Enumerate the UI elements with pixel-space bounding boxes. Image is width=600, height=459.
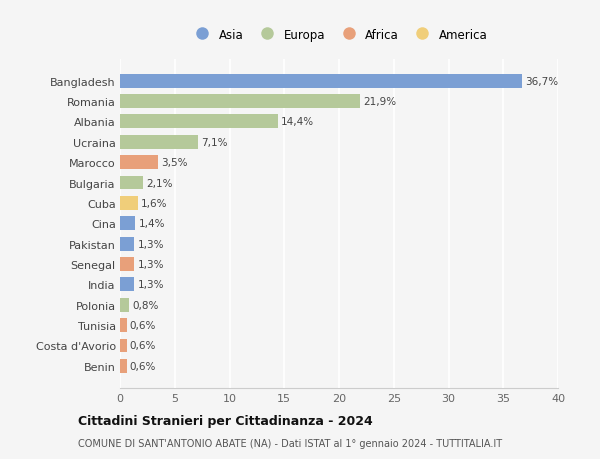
Bar <box>120 359 127 373</box>
Text: 1,3%: 1,3% <box>137 239 164 249</box>
Bar <box>120 156 158 170</box>
Text: 1,4%: 1,4% <box>139 219 165 229</box>
Text: 1,3%: 1,3% <box>137 259 164 269</box>
Legend: Asia, Europa, Africa, America: Asia, Europa, Africa, America <box>188 26 490 44</box>
Text: 36,7%: 36,7% <box>525 77 558 86</box>
Bar <box>120 278 134 291</box>
Bar <box>120 95 360 109</box>
Text: 1,3%: 1,3% <box>137 280 164 290</box>
Bar <box>120 196 137 210</box>
Text: 21,9%: 21,9% <box>363 97 396 107</box>
Text: 1,6%: 1,6% <box>141 198 167 208</box>
Bar <box>120 176 143 190</box>
Bar <box>120 298 129 312</box>
Text: 0,6%: 0,6% <box>130 361 156 371</box>
Text: 2,1%: 2,1% <box>146 178 173 188</box>
Text: COMUNE DI SANT'ANTONIO ABATE (NA) - Dati ISTAT al 1° gennaio 2024 - TUTTITALIA.I: COMUNE DI SANT'ANTONIO ABATE (NA) - Dati… <box>78 438 502 448</box>
Bar <box>120 74 522 89</box>
Bar <box>120 237 134 251</box>
Text: 0,6%: 0,6% <box>130 341 156 351</box>
Bar <box>120 115 278 129</box>
Text: 7,1%: 7,1% <box>201 138 227 147</box>
Text: 14,4%: 14,4% <box>281 117 314 127</box>
Bar <box>120 257 134 271</box>
Text: 0,6%: 0,6% <box>130 320 156 330</box>
Bar <box>120 319 127 332</box>
Text: 0,8%: 0,8% <box>132 300 158 310</box>
Bar <box>120 339 127 353</box>
Bar <box>120 135 198 149</box>
Text: Cittadini Stranieri per Cittadinanza - 2024: Cittadini Stranieri per Cittadinanza - 2… <box>78 414 373 428</box>
Text: 3,5%: 3,5% <box>161 158 188 168</box>
Bar <box>120 217 136 231</box>
